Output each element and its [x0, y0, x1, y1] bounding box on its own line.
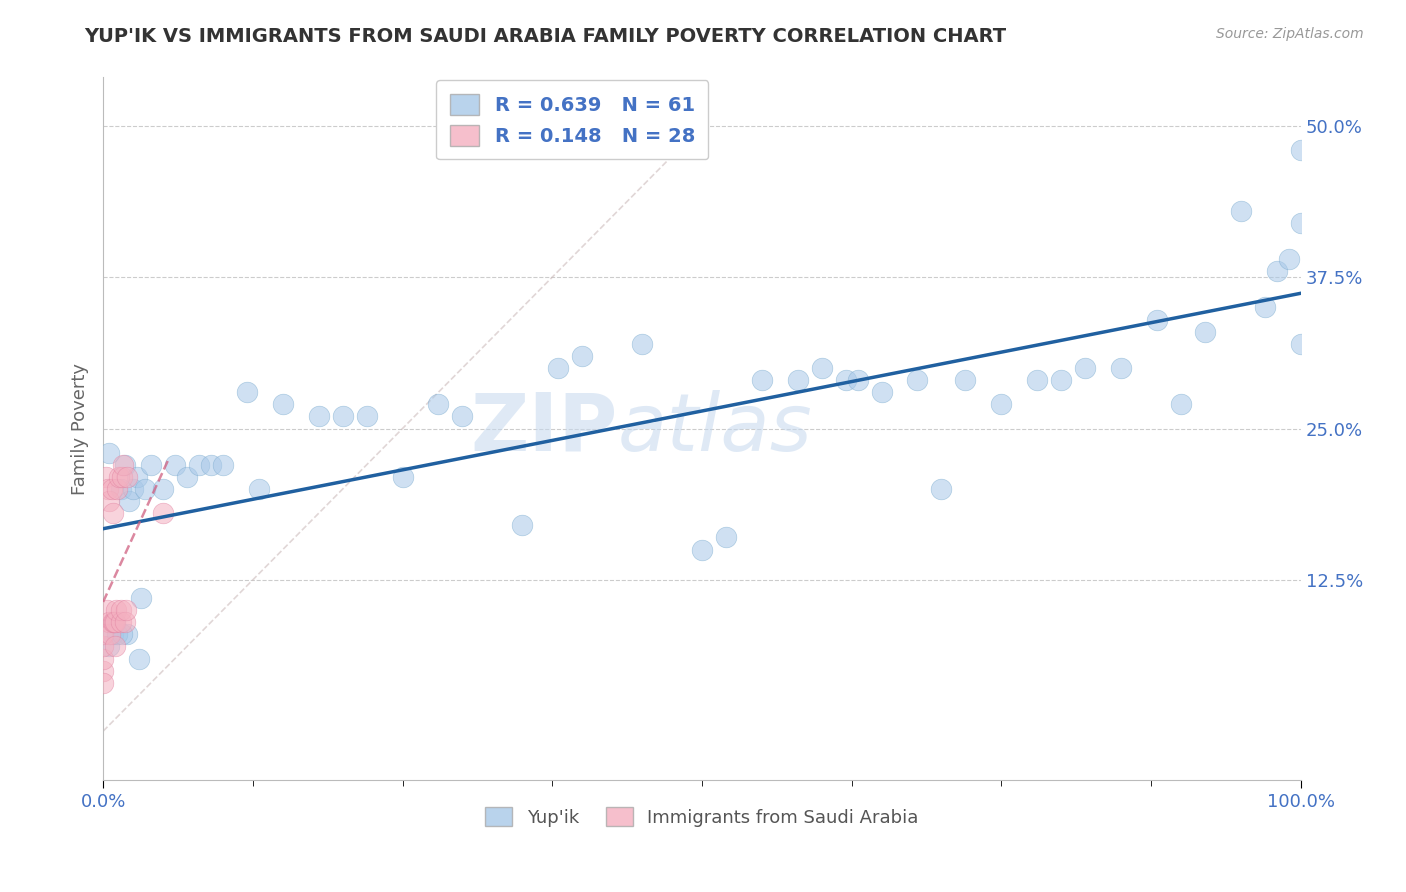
Point [931, 482, 953, 496]
Point [1289, 143, 1312, 157]
Point [110, 603, 132, 617]
Point [907, 373, 929, 387]
Point [236, 385, 259, 400]
Point [104, 615, 127, 630]
Point [451, 409, 474, 424]
Point [104, 640, 127, 654]
Point [1146, 312, 1168, 326]
Point [107, 470, 129, 484]
Point [91, 627, 114, 641]
Y-axis label: Family Poverty: Family Poverty [72, 362, 89, 494]
Point [101, 506, 124, 520]
Point [510, 518, 533, 533]
Point [990, 397, 1012, 411]
Point [115, 603, 138, 617]
Point [122, 482, 145, 496]
Point [134, 482, 156, 496]
Point [1194, 325, 1216, 339]
Point [97, 482, 120, 496]
Point [391, 470, 413, 484]
Point [105, 603, 128, 617]
Point [1254, 301, 1277, 315]
Point [810, 361, 832, 376]
Point [118, 494, 141, 508]
Point [114, 615, 136, 630]
Point [1109, 361, 1132, 376]
Point [107, 482, 129, 496]
Point [152, 506, 174, 520]
Point [98, 446, 121, 460]
Point [356, 409, 378, 424]
Point [1050, 373, 1073, 387]
Point [247, 482, 270, 496]
Point [101, 627, 124, 641]
Point [110, 482, 132, 496]
Point [111, 627, 134, 641]
Text: Source: ZipAtlas.com: Source: ZipAtlas.com [1216, 27, 1364, 41]
Point [131, 591, 153, 605]
Point [834, 373, 856, 387]
Point [846, 373, 869, 387]
Text: ZIP: ZIP [471, 390, 619, 467]
Point [139, 458, 162, 472]
Point [111, 470, 134, 484]
Point [1278, 252, 1301, 266]
Point [1170, 397, 1192, 411]
Point [1229, 203, 1251, 218]
Point [690, 542, 713, 557]
Point [103, 615, 125, 630]
Point [114, 458, 136, 472]
Point [98, 627, 121, 641]
Point [1265, 264, 1288, 278]
Point [104, 615, 127, 630]
Point [176, 470, 198, 484]
Point [91, 640, 114, 654]
Legend: Yup'ik, Immigrants from Saudi Arabia: Yup'ik, Immigrants from Saudi Arabia [478, 800, 927, 834]
Point [94, 470, 117, 484]
Point [1074, 361, 1097, 376]
Point [91, 675, 114, 690]
Point [200, 458, 222, 472]
Point [96, 603, 118, 617]
Point [955, 373, 977, 387]
Point [1289, 216, 1312, 230]
Text: atlas: atlas [619, 390, 813, 467]
Point [308, 409, 330, 424]
Point [98, 615, 121, 630]
Point [100, 482, 122, 496]
Point [187, 458, 209, 472]
Point [547, 361, 569, 376]
Point [870, 385, 893, 400]
Point [751, 373, 773, 387]
Point [631, 336, 654, 351]
Point [98, 494, 121, 508]
Point [91, 664, 114, 678]
Point [101, 615, 124, 630]
Point [112, 458, 135, 472]
Point [271, 397, 294, 411]
Text: YUP'IK VS IMMIGRANTS FROM SAUDI ARABIA FAMILY POVERTY CORRELATION CHART: YUP'IK VS IMMIGRANTS FROM SAUDI ARABIA F… [84, 27, 1007, 45]
Point [128, 651, 150, 665]
Point [786, 373, 808, 387]
Point [332, 409, 354, 424]
Point [714, 531, 737, 545]
Point [1026, 373, 1049, 387]
Point [98, 640, 121, 654]
Point [152, 482, 174, 496]
Point [427, 397, 450, 411]
Point [163, 458, 186, 472]
Point [1289, 336, 1312, 351]
Point [125, 470, 148, 484]
Point [107, 627, 129, 641]
Point [91, 651, 114, 665]
Point [115, 470, 138, 484]
Point [571, 349, 593, 363]
Point [115, 627, 138, 641]
Point [110, 615, 132, 630]
Point [212, 458, 235, 472]
